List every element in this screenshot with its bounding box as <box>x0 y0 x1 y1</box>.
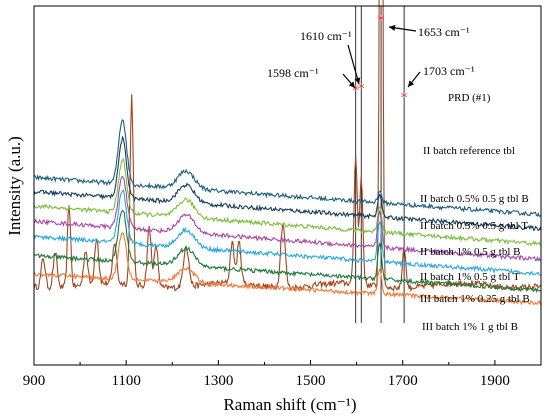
peak-marker: * <box>401 91 408 106</box>
series-line <box>33 118 542 218</box>
series-line <box>33 189 542 277</box>
annotation-arrowhead <box>348 81 355 88</box>
series-line <box>33 209 542 294</box>
annotation-arrowhead <box>389 24 396 31</box>
series-label: II batch 0.5% 0.5 g tbl B <box>420 193 529 205</box>
annotation-arrowhead <box>408 80 415 87</box>
series-label: III batch 1% 1 g tbl B <box>422 321 518 333</box>
series-line <box>33 135 542 232</box>
peak-annotation-label: 1610 cm⁻¹ <box>300 29 352 43</box>
peak-markers: * *** <box>352 14 407 106</box>
y-axis-title: Intensity (a.u.) <box>5 136 24 236</box>
annotation-arrow <box>347 44 360 85</box>
series-line <box>33 175 542 262</box>
series-line <box>33 157 542 247</box>
x-tick-label: 900 <box>23 373 46 389</box>
x-tick-label: 1100 <box>111 373 140 389</box>
spectra-traces <box>33 0 542 306</box>
x-tick-label: 1700 <box>388 373 418 389</box>
series-label: II batch 0.5% 0.5 g tbl T <box>420 220 528 232</box>
series-label: II batch 1% 0.5 g tbl T <box>420 271 520 283</box>
series-label: II batch 1% 0.5 g tbl B <box>420 246 521 258</box>
series-line <box>33 232 542 306</box>
plot-frame <box>33 5 542 366</box>
peak-annotation-label: 1598 cm⁻¹ <box>267 66 319 80</box>
x-tick-label: 1500 <box>296 373 326 389</box>
series-label: III batch 1% 0.25 g tbl B <box>420 293 530 305</box>
x-tick-label: 1300 <box>203 373 233 389</box>
peak-annotations: 1598 cm⁻¹ 1610 cm⁻¹ 1653 cm⁻¹ 1703 cm⁻¹ <box>267 24 475 89</box>
series-label: PRD (#1) <box>448 92 491 104</box>
peak-annotation-label: 1703 cm⁻¹ <box>423 64 475 78</box>
series-label: II batch reference tbl <box>423 145 515 157</box>
peak-marker: * <box>352 84 359 99</box>
x-axis-title: Raman shift (cm⁻¹) <box>223 395 356 414</box>
annotation-arrowhead <box>354 77 361 84</box>
peak-marker: * <box>378 14 385 29</box>
reference-lines <box>355 6 405 323</box>
series-labels: PRD (#1) II batch reference tbl II batch 0… <box>420 92 530 333</box>
x-axis-ticks: 900 1100 1300 1500 1700 1900 <box>23 360 510 389</box>
x-tick-label: 1900 <box>480 373 510 389</box>
peak-marker: * <box>358 82 365 97</box>
peak-annotation-label: 1653 cm⁻¹ <box>418 25 470 39</box>
